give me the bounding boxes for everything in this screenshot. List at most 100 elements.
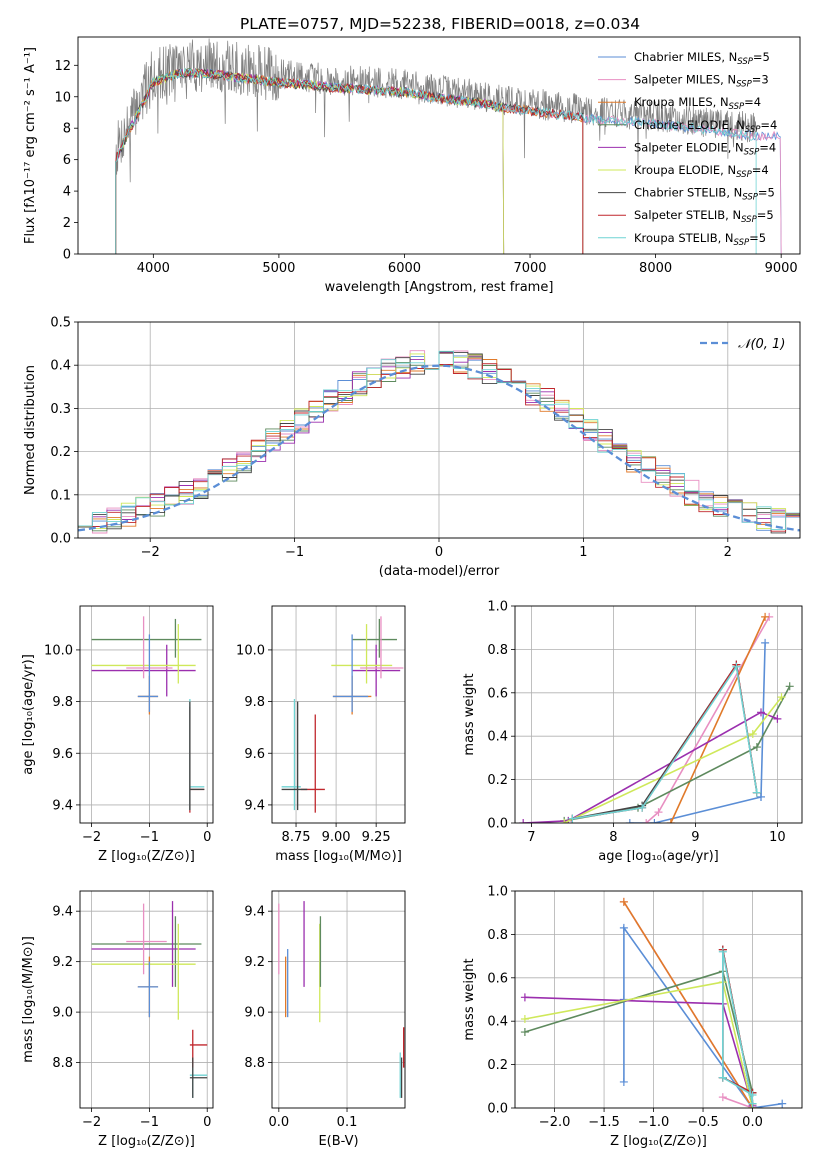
y-tick-label: 0.0 xyxy=(487,817,508,832)
y-tick-label: 0.8 xyxy=(487,928,508,943)
plot-area xyxy=(78,350,800,534)
y-tick-label: 6 xyxy=(63,153,71,168)
x-tick-label: 2 xyxy=(724,545,732,560)
y-tick-label: 0.5 xyxy=(50,316,71,331)
x-tick-label: 0.0 xyxy=(268,1115,289,1130)
plot-area xyxy=(281,616,404,813)
y-tick-label: 0.2 xyxy=(50,445,71,460)
legend-label: Kroupa STELIB, NSSP=5 xyxy=(634,231,766,248)
y-tick-label: 9.8 xyxy=(52,695,73,710)
y-axis-label: age [log₁₀(age/yr)] xyxy=(21,654,36,775)
x-axis-label: E(B-V) xyxy=(318,1134,358,1149)
y-tick-label: 8.8 xyxy=(52,1056,73,1071)
weight-line xyxy=(523,711,778,823)
x-tick-label: 5000 xyxy=(262,261,295,276)
weight-line xyxy=(722,951,754,1104)
panel-age_vs_Z: −2 −1 0 9.4 9.6 9.8 10.0 Z [log₁₀(Z/Z⊙)] age [lo… xyxy=(21,605,214,864)
y-tick-label: 0 xyxy=(63,248,71,263)
y-tick-label: 2 xyxy=(63,216,71,231)
x-tick-label: 8.75 xyxy=(282,830,311,845)
weight-marker xyxy=(752,788,761,797)
x-tick-label: 0.1 xyxy=(337,1115,358,1130)
panel-mass_vs_Z: −2 −1 0 8.8 9.0 9.2 9.4 Z [log₁₀(Z/Z⊙)] mass [lo… xyxy=(21,890,214,1149)
weight-marker xyxy=(520,1015,529,1024)
x-tick-label: 10 xyxy=(769,830,786,845)
y-tick-label: 10 xyxy=(54,90,71,105)
x-tick-label: −1.5 xyxy=(588,1115,620,1130)
model-spectrum xyxy=(115,67,757,254)
y-tick-label: 1.0 xyxy=(487,600,508,615)
x-tick-label: 9000 xyxy=(765,261,798,276)
weight-line xyxy=(623,901,754,1108)
axes-frame xyxy=(271,890,406,1109)
x-axis-label: Z [log₁₀(Z/Z⊙)] xyxy=(610,1134,707,1149)
weight-marker xyxy=(732,662,741,671)
weight-marker xyxy=(757,708,765,717)
normal-reference-curve xyxy=(78,364,800,532)
weight-marker xyxy=(560,819,569,823)
x-axis-label: Z [log₁₀(Z/Z⊙)] xyxy=(98,1134,195,1149)
legend-label: Chabrier MILES, NSSP=5 xyxy=(634,50,770,67)
x-tick-label: 0 xyxy=(435,545,443,560)
y-tick-label: 1.0 xyxy=(487,885,508,900)
axes-frame xyxy=(77,36,801,255)
axes-frame xyxy=(514,890,803,1109)
x-tick-label: −0.5 xyxy=(687,1115,719,1130)
weight-marker xyxy=(619,923,628,932)
weight-marker xyxy=(718,1093,727,1102)
axes-frame xyxy=(271,605,406,824)
weight-marker xyxy=(752,743,761,752)
panel-weight_vs_age: 7 8 9 10 0.0 0.2 0.4 0.6 0.8 1.0 age [log₁₀(age/yr… xyxy=(462,600,803,864)
weight-marker xyxy=(638,803,647,812)
weight-marker xyxy=(718,947,727,956)
y-tick-label: 0.2 xyxy=(487,1058,508,1073)
x-tick-label: −2 xyxy=(82,830,101,845)
y-tick-label: 0.6 xyxy=(487,686,508,701)
y-tick-label: 0.8 xyxy=(487,643,508,658)
x-tick-label: −2 xyxy=(82,1115,101,1130)
x-tick-label: 0 xyxy=(203,830,211,845)
y-tick-label: 9.4 xyxy=(244,798,265,813)
weight-marker xyxy=(519,819,528,823)
weight-marker xyxy=(654,808,663,817)
y-tick-label: 8.8 xyxy=(244,1056,265,1071)
weight-marker xyxy=(785,682,794,691)
axes-frame xyxy=(514,605,803,824)
weight-marker xyxy=(777,693,786,702)
y-tick-label: 0.4 xyxy=(487,1015,508,1030)
weight-marker xyxy=(520,993,529,1002)
y-tick-label: 9.2 xyxy=(244,955,265,970)
y-axis-label: mass weight xyxy=(462,958,477,1040)
panel-mass_vs_EBV: 0.0 0.1 8.8 9.0 9.2 9.4 E(B-V) xyxy=(244,890,406,1149)
y-tick-label: 8 xyxy=(63,122,71,137)
y-axis-label: Flux [fλ10⁻¹⁷ erg cm⁻² s⁻¹ A⁻¹] xyxy=(23,47,38,244)
x-tick-label: 0.0 xyxy=(742,1115,763,1130)
y-tick-label: 4 xyxy=(63,185,71,200)
y-tick-label: 9.2 xyxy=(52,955,73,970)
y-tick-label: 9.4 xyxy=(52,905,73,920)
plot-area xyxy=(115,38,782,254)
plot-area xyxy=(519,612,794,823)
weight-marker xyxy=(568,814,577,823)
panel-residuals: −2 −1 0 1 2 0.0 0.1 0.2 0.3 0.4 0.5 (data-model)/er… xyxy=(23,316,801,579)
weight-marker xyxy=(773,714,782,723)
x-tick-label: −1 xyxy=(285,545,304,560)
weight-marker xyxy=(748,1090,757,1099)
x-tick-label: 0 xyxy=(203,1115,211,1130)
plot-area xyxy=(278,901,405,1098)
x-axis-label: (data-model)/error xyxy=(379,564,500,579)
x-tick-label: 7 xyxy=(527,830,535,845)
y-tick-label: 9.6 xyxy=(52,747,73,762)
y-tick-label: 0.0 xyxy=(50,532,71,547)
legend-label: Chabrier STELIB, NSSP=5 xyxy=(634,186,775,203)
x-tick-label: 6000 xyxy=(388,261,421,276)
x-tick-label: −1 xyxy=(140,1115,159,1130)
weight-marker xyxy=(778,1099,787,1108)
weight-marker xyxy=(650,819,659,823)
residual-histogram xyxy=(78,350,800,531)
y-tick-label: 9.4 xyxy=(244,905,265,920)
x-tick-label: 1 xyxy=(579,545,587,560)
legend-label: Kroupa ELODIE, NSSP=4 xyxy=(634,163,769,180)
weight-marker xyxy=(666,819,675,823)
